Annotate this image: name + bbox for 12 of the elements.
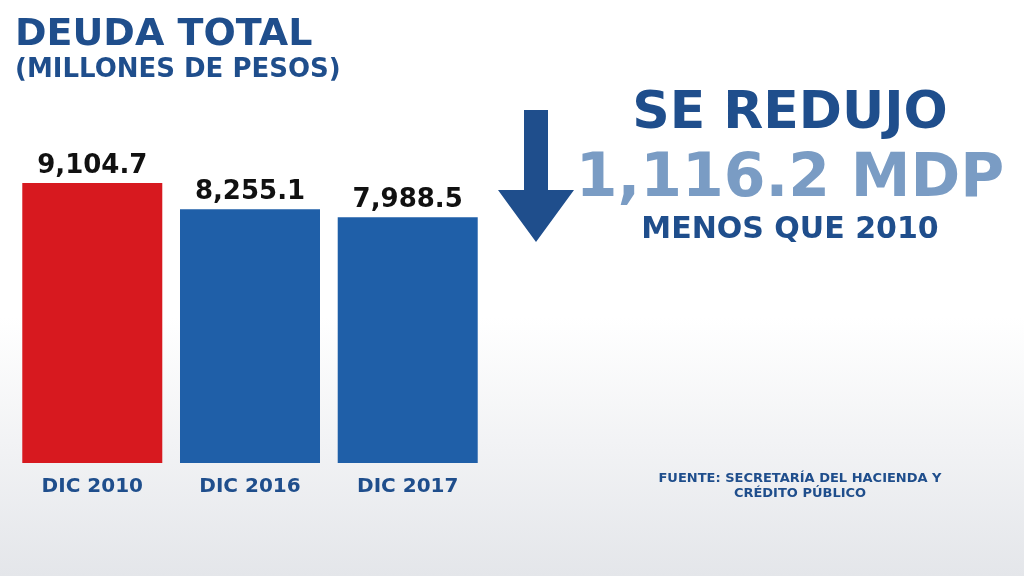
source-note: FUENTE: SECRETARÍA DEL HACIENDA Y CRÉDITO PÚBLICO bbox=[657, 470, 943, 500]
x-tick-label: DIC 2010 bbox=[41, 472, 143, 497]
chart-subtitle: (MILLONES DE PESOS) bbox=[15, 53, 341, 83]
x-tick-label: DIC 2017 bbox=[357, 472, 459, 497]
data-label: 9,104.7 bbox=[37, 149, 148, 179]
text: SE REDUJO bbox=[631, 80, 949, 140]
data-label: 8,255.1 bbox=[194, 175, 306, 206]
text: 1,116.2 MDP bbox=[574, 140, 1006, 210]
x-tick-label: DIC 2016 bbox=[199, 472, 301, 497]
data-label: 7,988.5 bbox=[352, 183, 463, 214]
chart-title: DEUDA TOTAL bbox=[15, 10, 313, 54]
text: MENOS QUE 2010 bbox=[640, 210, 940, 245]
